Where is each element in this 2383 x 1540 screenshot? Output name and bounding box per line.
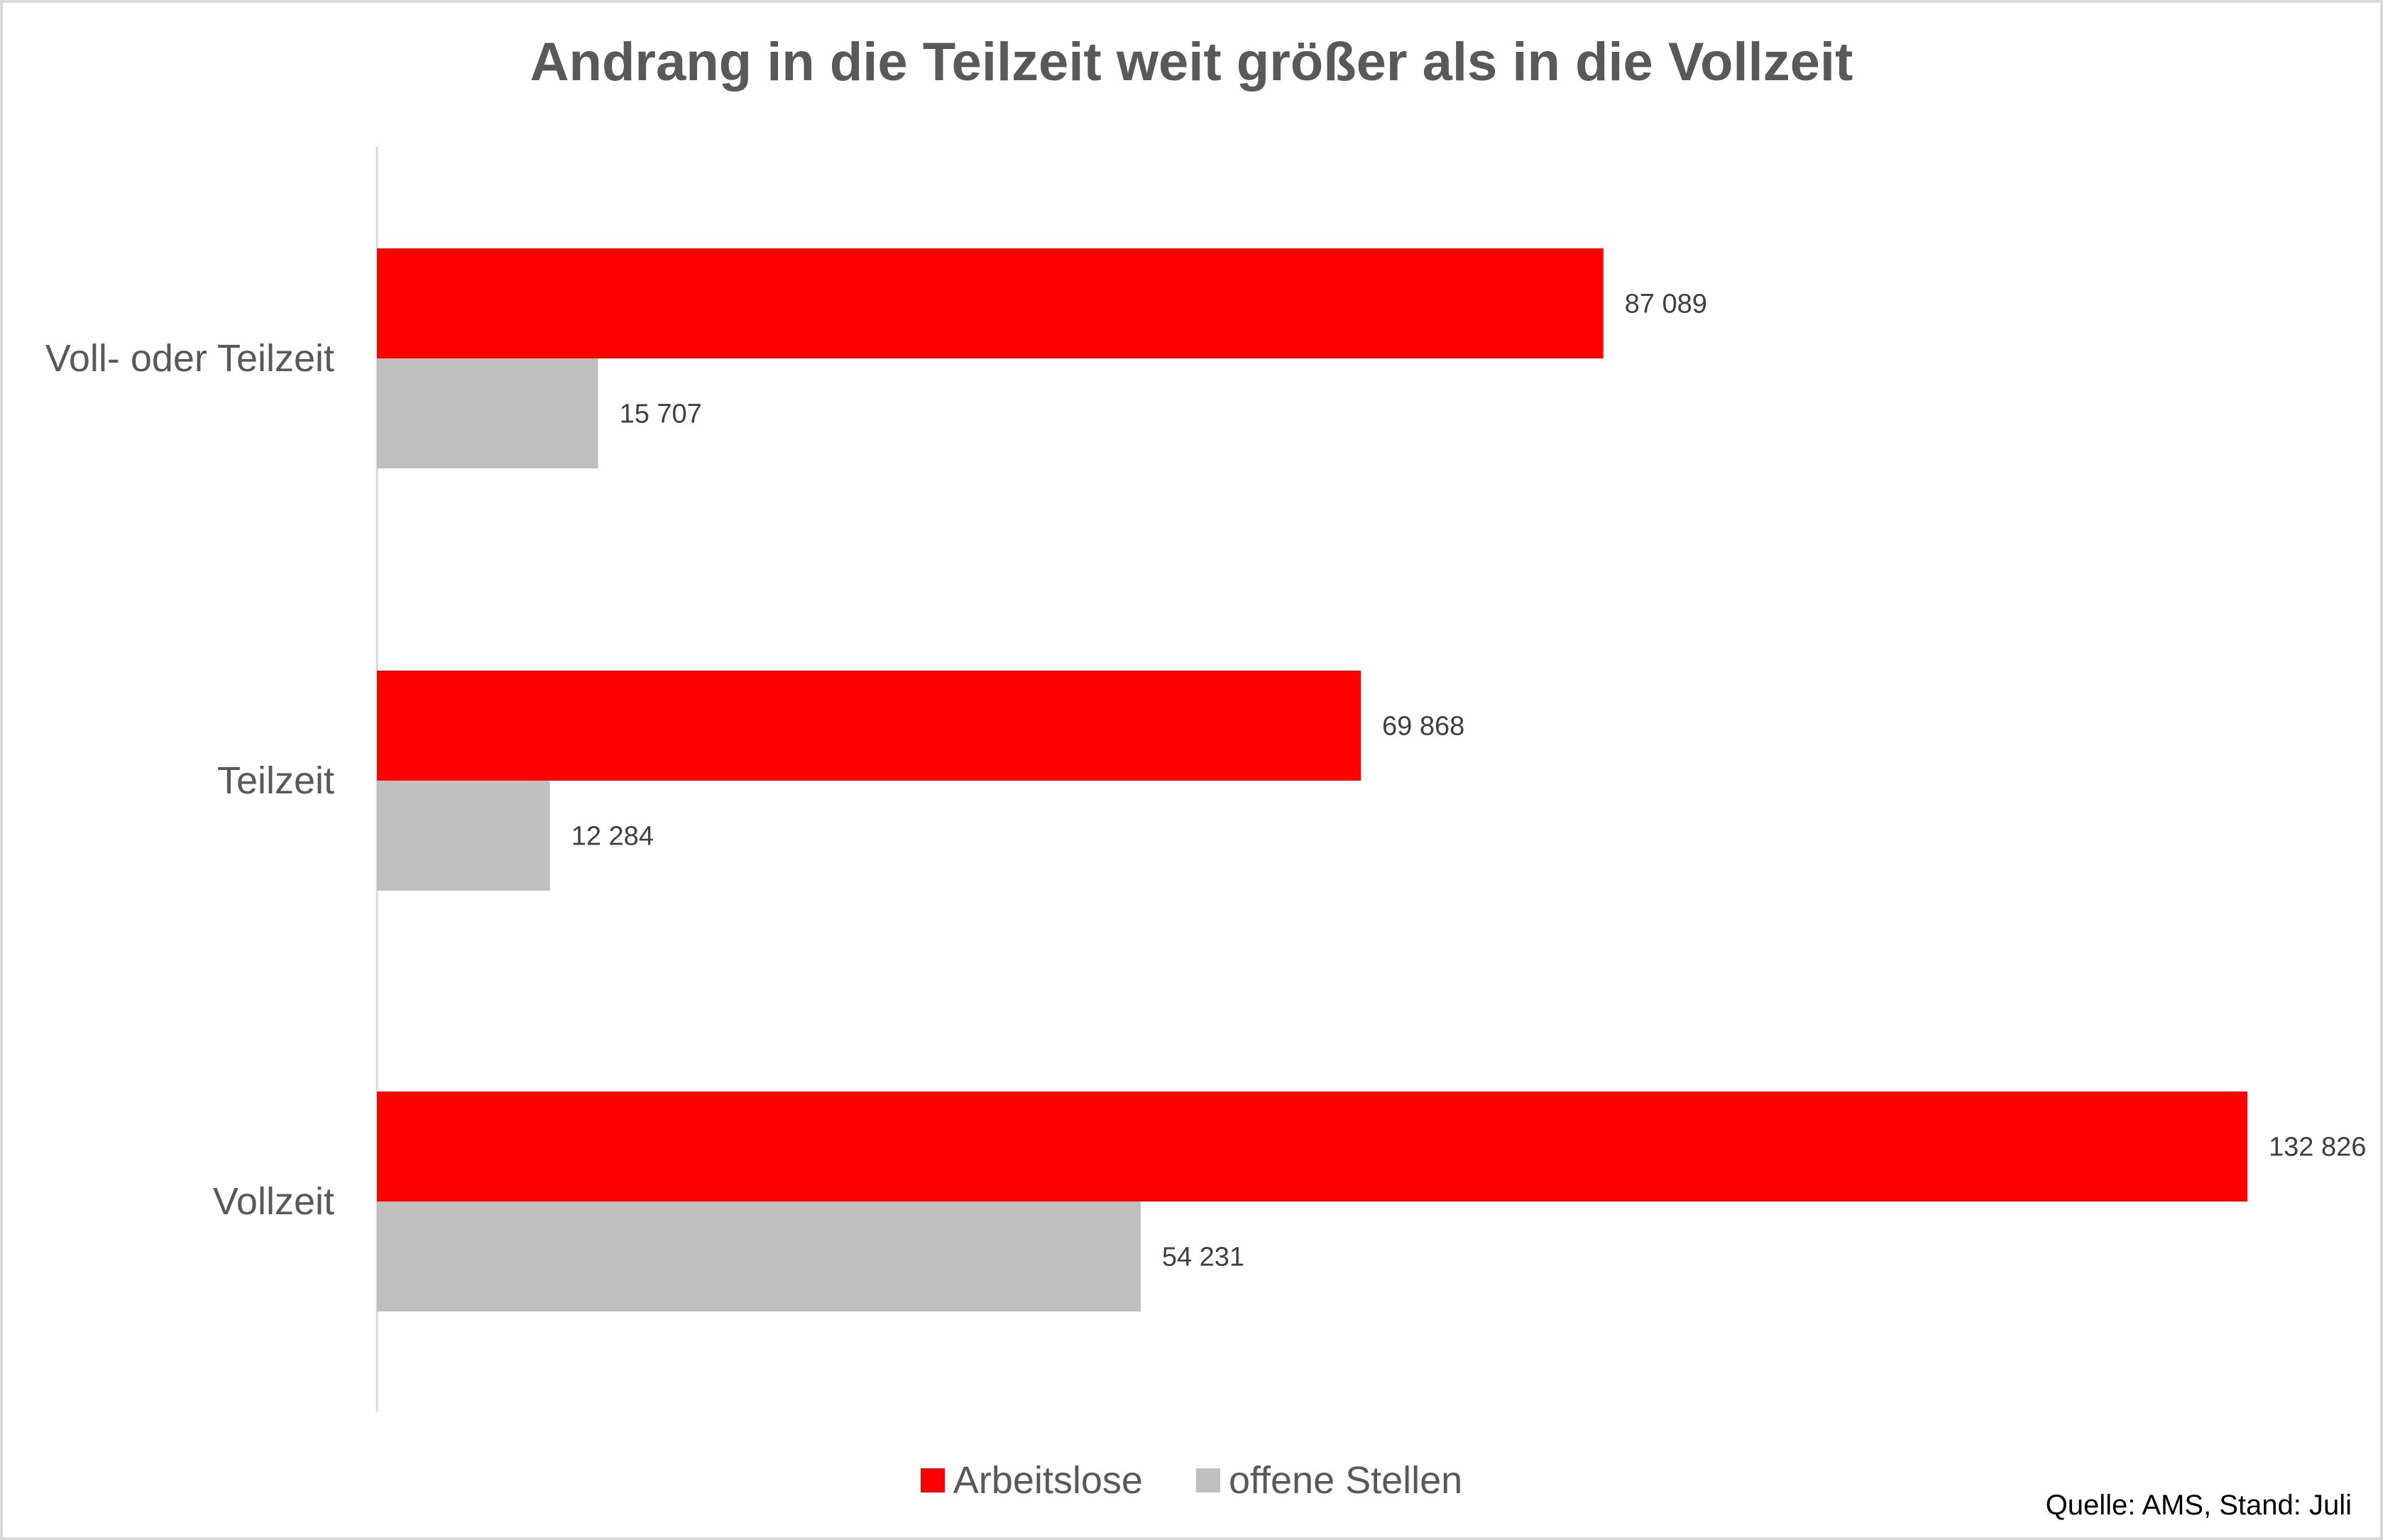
bar-offene-stellen	[377, 358, 598, 468]
data-label: 87 089	[1625, 290, 1707, 319]
bar-arbeitslose	[377, 671, 1362, 781]
bar-offene-stellen	[377, 1201, 1141, 1311]
category-label: Voll- oder Teilzeit	[45, 337, 334, 380]
category-label: Teilzeit	[217, 759, 334, 802]
chart-title: Andrang in die Teilzeit weit größer als …	[530, 32, 1853, 92]
legend-item-arbeitslose: Arbeitslose	[920, 1458, 1143, 1502]
legend-swatch-gray	[1195, 1468, 1220, 1492]
legend: Arbeitslose offene Stellen	[3, 1458, 2380, 1502]
category-label: Vollzeit	[213, 1180, 334, 1223]
data-label: 15 707	[620, 400, 702, 429]
legend-swatch-red	[920, 1468, 945, 1492]
data-label: 69 868	[1382, 712, 1464, 742]
bar-arbeitslose	[377, 248, 1604, 358]
data-label: 54 231	[1162, 1243, 1244, 1272]
source-note: Quelle: AMS, Stand: Juli	[2045, 1490, 2352, 1521]
legend-label: offene Stellen	[1228, 1459, 1463, 1502]
bar-offene-stellen	[377, 781, 550, 891]
data-label: 12 284	[571, 822, 654, 852]
legend-label: Arbeitslose	[953, 1459, 1143, 1502]
bar-chart: Voll- oder Teilzeit 87 089 15 707 Teilzeit 6…	[45, 147, 2366, 1412]
data-label: 132 826	[2269, 1133, 2366, 1162]
legend-item-offene-stellen: offene Stellen	[1195, 1458, 1463, 1502]
bar-arbeitslose	[377, 1091, 2247, 1201]
